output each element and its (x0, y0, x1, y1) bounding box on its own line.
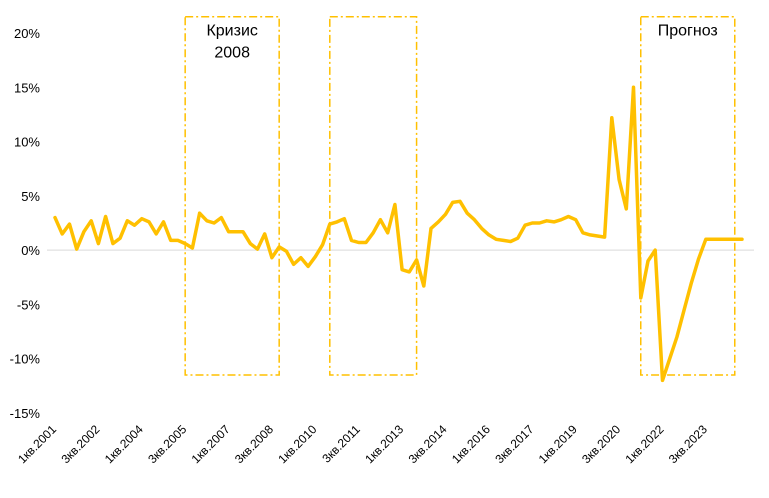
x-tick-label: 3кв.2002 (58, 422, 102, 466)
y-tick-label: -5% (17, 297, 41, 312)
x-tick-label: 1кв.2007 (189, 422, 233, 466)
series-group (55, 87, 742, 380)
y-tick-label: 20% (14, 26, 40, 41)
series-line-0 (55, 87, 742, 380)
y-tick-label: -15% (10, 406, 41, 421)
annotation-label-0-0: Кризис (206, 23, 257, 40)
x-tick-label: 3кв.2014 (406, 422, 450, 466)
x-tick-label: 1кв.2016 (449, 422, 493, 466)
x-tick-label: 3кв.2008 (232, 422, 276, 466)
x-tick-label: 3кв.2005 (145, 422, 189, 466)
x-tick-label: 1кв.2010 (275, 422, 319, 466)
annotation-label-2-0: Прогноз (658, 23, 718, 40)
x-tick-label: 1кв.2019 (536, 422, 580, 466)
y-tick-label: 15% (14, 80, 40, 95)
x-tick-label: 1кв.2022 (623, 422, 667, 466)
x-tick-label: 1кв.2004 (102, 422, 146, 466)
x-tick-label: 3кв.2017 (492, 422, 536, 466)
annotation-box-0 (185, 17, 279, 375)
annotation-boxes: Кризис 2008 Прогноз (185, 17, 735, 375)
x-tick-label: 3кв.2011 (319, 422, 363, 466)
x-tick-label: 1кв.2013 (362, 422, 406, 466)
annotation-box-1 (330, 17, 417, 375)
y-tick-label: 0% (21, 243, 40, 258)
x-tick-label: 1кв.2001 (15, 422, 59, 466)
y-tick-label: 10% (14, 135, 40, 150)
y-tick-label: -10% (10, 352, 41, 367)
annotation-label-0-1: 2008 (214, 45, 250, 62)
annotation-box-2 (641, 17, 735, 375)
y-axis-tick-labels: 20% 15% 10% 5% 0% -5% -10% -15% (10, 26, 41, 421)
y-tick-label: 5% (21, 189, 40, 204)
x-tick-label: 3кв.2020 (579, 422, 623, 466)
x-tick-label: 3кв.2023 (666, 422, 710, 466)
